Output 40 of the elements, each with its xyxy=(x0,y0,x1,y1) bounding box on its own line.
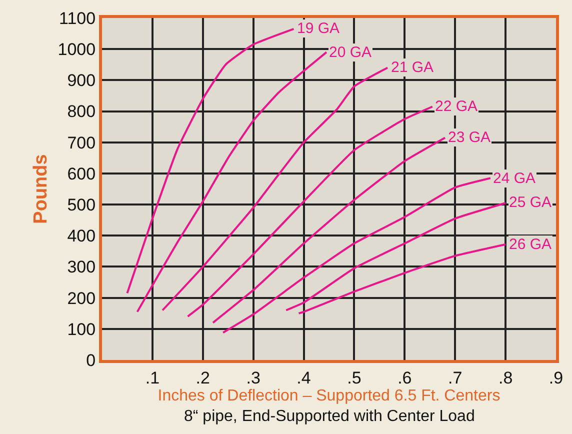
y-tick-label: 300 xyxy=(67,258,96,277)
x-tick-label: .7 xyxy=(448,368,462,388)
series-label: 26 GA xyxy=(509,236,552,253)
x-tick-label: .2 xyxy=(196,368,210,388)
x-axis-title: Inches of Deflection – Supported 6.5 Ft. Centers xyxy=(158,387,500,404)
x-tick-label: .3 xyxy=(246,368,260,388)
series-label: 24 GA xyxy=(493,170,536,187)
line-series xyxy=(186,106,434,318)
line-series xyxy=(126,28,295,294)
series-label: 21 GA xyxy=(391,59,434,76)
y-tick-label: 0 xyxy=(86,350,96,370)
line-series xyxy=(136,51,328,313)
y-tick-label: 100 xyxy=(67,320,96,339)
y-axis-title: Pounds xyxy=(30,154,52,224)
y-tick-label: 200 xyxy=(67,288,96,308)
series-label: 25 GA xyxy=(509,194,552,211)
x-tick-label: .5 xyxy=(347,368,362,388)
text: 8“ pipe, End-Supported with Center Load xyxy=(184,408,475,425)
y-tick-label: 600 xyxy=(67,164,96,184)
line-series xyxy=(285,202,507,312)
y-tick-label: 700 xyxy=(67,133,96,152)
y-tick-label: 900 xyxy=(67,71,96,90)
x-tick-label: .8 xyxy=(498,368,513,388)
y-tick-label: 400 xyxy=(67,226,96,246)
x-tick-label: .6 xyxy=(398,368,412,388)
y-tick-label: 1000 xyxy=(58,40,96,60)
series-label: 23 GA xyxy=(448,129,491,146)
line-series xyxy=(162,66,389,312)
series-label: 20 GA xyxy=(329,44,372,61)
y-tick-label: 1100 xyxy=(59,8,96,28)
series-label: 22 GA xyxy=(435,98,478,115)
y-tick-label: 800 xyxy=(67,102,96,122)
line-series xyxy=(298,243,507,314)
line-series xyxy=(222,177,492,334)
y-tick-label: 500 xyxy=(67,196,96,214)
x-tick-label: .9 xyxy=(548,368,564,388)
x-tick-label: .1 xyxy=(145,368,160,388)
series-label: 19 GA xyxy=(297,20,340,37)
line-series xyxy=(212,136,446,324)
x-tick-label: .4 xyxy=(296,368,311,388)
